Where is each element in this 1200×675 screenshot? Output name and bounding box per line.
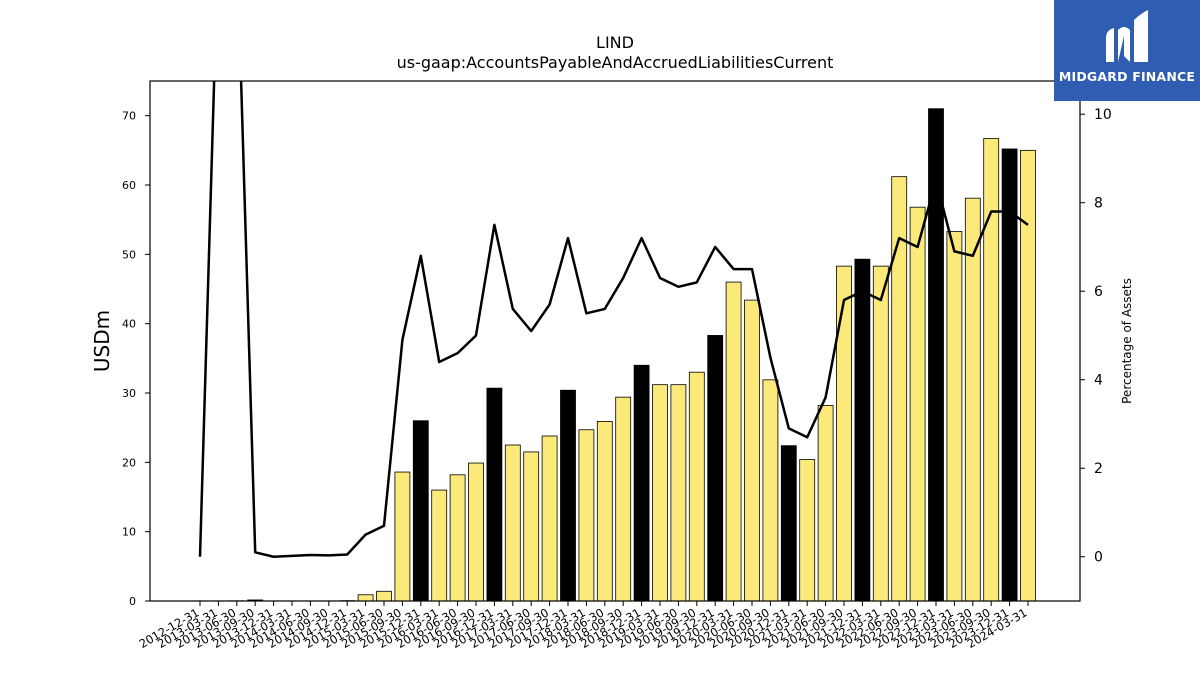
- bar-2020-03-31: [725, 281, 742, 602]
- bar-2015-06-30: [376, 590, 392, 602]
- bar-2016-03-31: [431, 489, 448, 602]
- bar-2016-09-30: [468, 462, 484, 602]
- bar-2019-12-31: [707, 335, 724, 602]
- y2-tick-label: 6: [1094, 284, 1103, 300]
- bar-2022-09-30: [909, 206, 926, 602]
- left-axis: 0 10 20 30 40 50 60 70: [122, 110, 150, 608]
- logo-text: MIDGARD FINANCE: [1058, 69, 1196, 84]
- bar-2020-06-30: [744, 299, 760, 602]
- y-tick-label: 30: [122, 387, 136, 400]
- bar-2021-12-31: [854, 258, 871, 602]
- y2-tick-label: 2: [1094, 461, 1103, 477]
- y2-tick-label: 8: [1094, 196, 1103, 212]
- logo-mark-icon: [1106, 10, 1148, 62]
- bar-2018-09-30: [615, 396, 632, 602]
- right-axis: 0 2 4 6 8 10: [1080, 107, 1112, 566]
- bar-2019-06-30: [670, 384, 687, 602]
- bar-series: [192, 108, 1036, 602]
- bar-2018-03-31: [578, 429, 595, 602]
- bar-2017-06-30: [523, 451, 540, 602]
- y-tick-label: 40: [122, 318, 136, 331]
- y-tick-label: 60: [122, 179, 136, 192]
- bar-2018-06-30: [596, 421, 613, 602]
- bar-2016-06-30: [449, 474, 466, 602]
- chart-subtitle: us-gaap:AccountsPayableAndAccruedLiabili…: [397, 53, 834, 72]
- y-tick-label: 0: [129, 595, 136, 608]
- plot-frame: [149, 80, 1081, 602]
- bar-2021-09-30: [836, 265, 852, 602]
- y2-tick-label: 4: [1094, 373, 1103, 389]
- bar-2015-12-31: [412, 420, 429, 602]
- bar-2022-03-31: [872, 265, 889, 602]
- bar-2016-12-31: [486, 387, 503, 602]
- line-series: [198, 81, 1029, 558]
- bar-2023-03-31: [946, 231, 963, 602]
- y-tick-label: 10: [122, 526, 136, 539]
- bar-2015-09-30: [394, 471, 411, 602]
- bar-2024-03-31: [1020, 149, 1036, 602]
- y-axis-label: USDm: [90, 310, 114, 372]
- y-tick-label: 70: [122, 110, 136, 123]
- bar-2019-03-31: [652, 384, 668, 602]
- bar-2017-03-31: [504, 444, 521, 602]
- y2-axis-label: Percentage of Assets: [1120, 278, 1134, 404]
- bar-2021-03-31: [799, 459, 816, 602]
- bar-2021-06-30: [817, 405, 834, 602]
- bar-2018-12-31: [633, 364, 650, 602]
- bar-2019-09-30: [688, 371, 705, 602]
- bar-2023-06-30: [964, 197, 981, 602]
- bar-2015-03-31: [357, 594, 374, 602]
- percentage-line: [198, 81, 1029, 558]
- y2-tick-label: 0: [1094, 550, 1103, 566]
- bar-2017-09-30: [541, 435, 558, 602]
- y-tick-label: 20: [122, 456, 136, 469]
- y2-tick-label: 10: [1094, 107, 1112, 123]
- bar-2023-09-30: [983, 138, 1000, 602]
- bar-2017-12-31: [560, 389, 576, 602]
- bar-2020-12-31: [780, 445, 797, 602]
- y-tick-label: 50: [122, 248, 136, 261]
- chart-title: LIND: [596, 33, 634, 52]
- bar-2020-09-30: [762, 379, 779, 602]
- midgard-finance-logo: MIDGARD FINANCE: [1054, 0, 1200, 101]
- x-axis: 2012-12-312013-03-312013-06-302013-09-30…: [137, 601, 1030, 651]
